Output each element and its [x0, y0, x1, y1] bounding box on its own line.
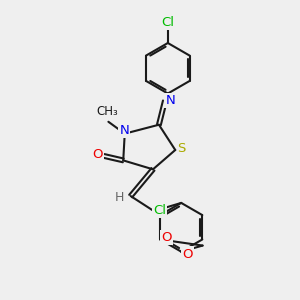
Text: Cl: Cl	[161, 16, 174, 29]
Text: O: O	[161, 231, 172, 244]
Text: CH₃: CH₃	[96, 105, 118, 118]
Text: O: O	[92, 148, 103, 161]
Text: Cl: Cl	[153, 204, 166, 217]
Text: N: N	[119, 124, 129, 137]
Text: N: N	[165, 94, 175, 107]
Text: O: O	[182, 248, 193, 260]
Text: H: H	[115, 191, 124, 204]
Text: S: S	[178, 142, 186, 155]
